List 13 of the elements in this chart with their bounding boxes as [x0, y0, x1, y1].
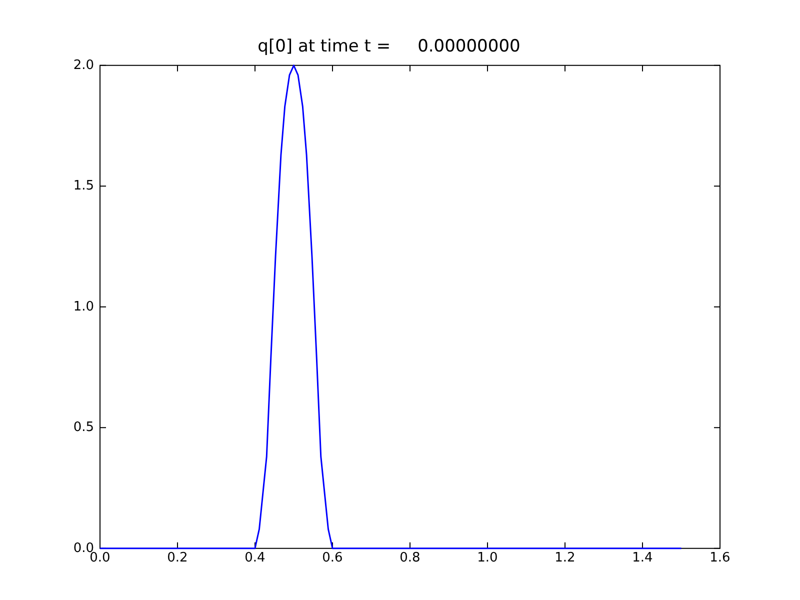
x-tick-label: 0.6 — [322, 550, 343, 566]
x-tick-label: 0.2 — [167, 550, 188, 566]
x-tick-label: 0.8 — [400, 550, 420, 566]
y-tick-label: 1.5 — [73, 178, 94, 194]
x-tick-label: 1.6 — [710, 550, 730, 566]
x-tick-label: 1.2 — [554, 550, 576, 566]
x-tick-label: 1.0 — [477, 550, 498, 566]
x-tick-label: 1.4 — [632, 550, 653, 566]
y-tick-label: 1.0 — [73, 299, 94, 314]
y-tick-label: 2.0 — [73, 58, 94, 73]
y-tick-label: 0.5 — [73, 420, 94, 436]
x-tick-label: 0.4 — [244, 550, 266, 566]
chart-title: q[0] at time t = 0.00000000 — [258, 36, 520, 57]
